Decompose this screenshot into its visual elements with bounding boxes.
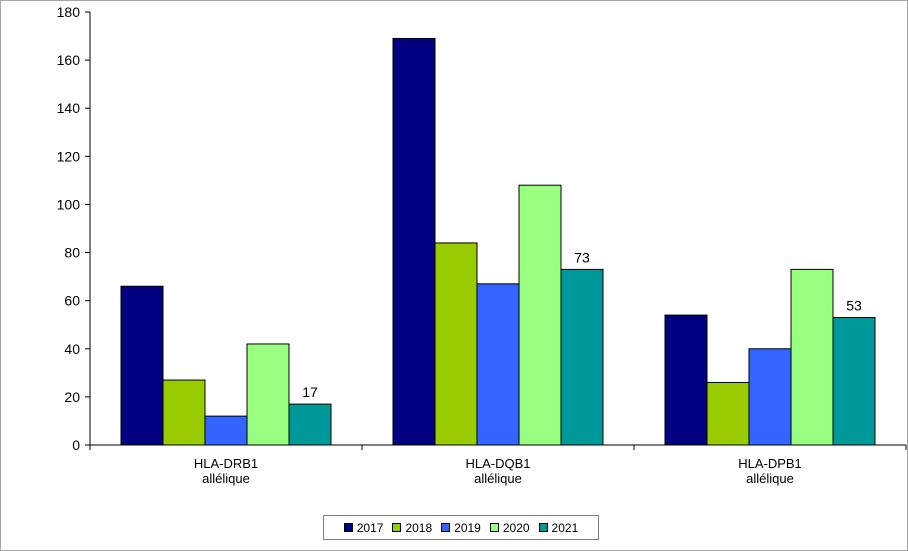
legend-item-2020: 2020: [489, 520, 530, 535]
legend-label: 2020: [502, 520, 530, 535]
legend-label: 2019: [454, 520, 481, 535]
category-label: allélique: [474, 471, 522, 486]
bar-2021-2: [832, 317, 876, 446]
legend-label: 2021: [551, 520, 579, 535]
category-label: HLA-DRB1: [194, 456, 258, 471]
legend-swatch: [489, 523, 499, 532]
category-label: allélique: [202, 471, 250, 486]
legend-item-2017: 2017: [343, 520, 384, 535]
bar-2020-0: [246, 343, 290, 446]
category-label: HLA-DQB1: [465, 456, 530, 471]
category-label: HLA-DPB1: [738, 456, 802, 471]
bar-2018-0: [162, 379, 206, 446]
legend-label: 2017: [356, 520, 384, 535]
bar-2020-1: [518, 184, 562, 446]
y-tick-label: 0: [72, 437, 80, 453]
bar-2017-1: [392, 37, 436, 446]
y-tick-label: 140: [57, 100, 81, 116]
bar-2019-2: [748, 348, 792, 446]
y-tick-label: 180: [57, 4, 81, 20]
bar-2018-1: [434, 242, 478, 446]
legend-label: 2018: [405, 520, 433, 535]
y-tick-label: 60: [64, 293, 80, 309]
y-tick-label: 120: [57, 148, 81, 164]
category-label: allélique: [746, 471, 794, 486]
data-label: 17: [302, 384, 318, 400]
legend-item-2018: 2018: [392, 521, 432, 535]
legend-item-2019: 2019: [441, 521, 481, 535]
bar-2017-2: [664, 314, 708, 446]
legend: 2017 2018 2019 2020 2021: [323, 515, 599, 540]
legend-item-2021: 2021: [538, 520, 579, 535]
bar-2019-0: [204, 415, 248, 446]
bar-2017-0: [120, 285, 164, 446]
data-label: 53: [846, 298, 862, 314]
data-label: 73: [574, 249, 590, 265]
legend-swatch: [441, 523, 451, 532]
y-tick-label: 100: [57, 196, 81, 212]
bar-2021-1: [560, 268, 604, 446]
y-tick-label: 80: [64, 245, 80, 261]
legend-swatch: [538, 523, 548, 532]
y-tick-label: 40: [64, 341, 80, 357]
bar-2020-2: [790, 268, 834, 446]
y-tick-label: 20: [64, 389, 80, 405]
legend-swatch: [343, 523, 353, 532]
legend-swatch: [392, 523, 402, 532]
y-tick-label: 160: [57, 52, 81, 68]
bar-2021-0: [288, 403, 332, 446]
bar-2019-1: [476, 283, 520, 446]
bar-2018-2: [706, 381, 750, 446]
